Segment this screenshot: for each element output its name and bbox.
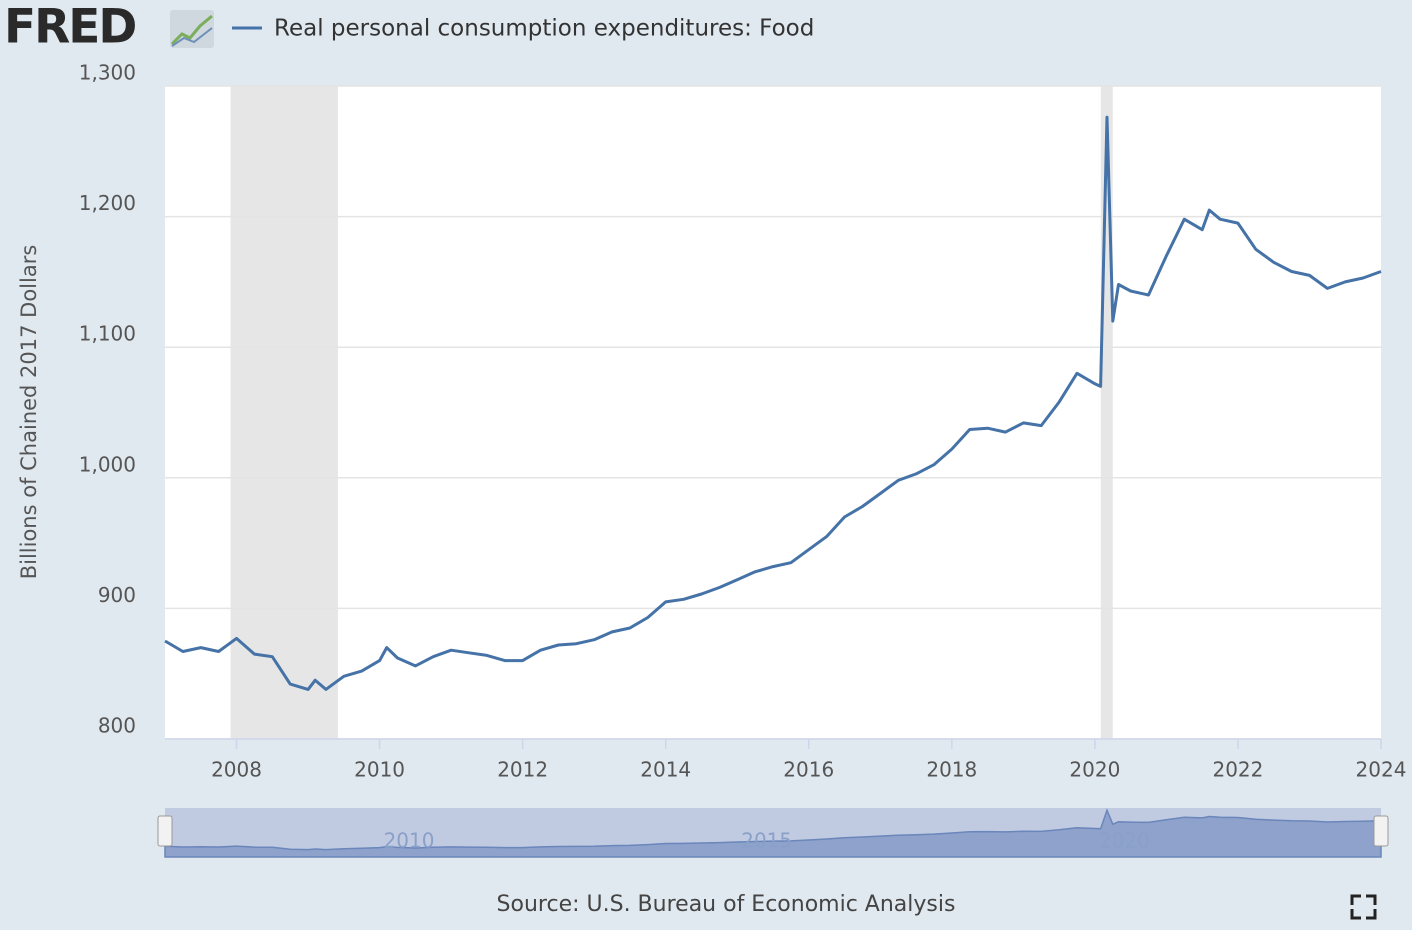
recession-band: [1100, 86, 1113, 739]
logo-icon: [170, 10, 214, 48]
y-axis-label: Billions of Chained 2017 Dollars: [17, 245, 41, 580]
legend-label: Real personal consumption expenditures: …: [274, 16, 814, 42]
y-tick-label: 1,300: [79, 61, 136, 85]
source: Source: U.S. Bureau of Economic Analysis: [497, 892, 956, 917]
y-tick-label: 1,000: [79, 452, 136, 476]
plot-area: [165, 86, 1381, 739]
recession-band: [230, 86, 338, 739]
navigator-tick-label: 2015: [741, 829, 792, 853]
x-tick-label: 2022: [1212, 758, 1263, 782]
navigator-tick-label: 2010: [384, 829, 435, 853]
x-tick-label: 2020: [1069, 758, 1120, 782]
navigator-tick-label: 2020: [1099, 829, 1150, 853]
y-tick-label: 1,100: [79, 322, 136, 346]
navigator-series: [164, 808, 1382, 858]
logo: FRED: [4, 0, 135, 55]
x-tick-label: 2024: [1356, 758, 1407, 782]
x-tick-label: 2008: [211, 758, 262, 782]
navigator-handle[interactable]: [157, 815, 173, 847]
fullscreen-icon[interactable]: [1350, 894, 1377, 920]
x-tick-label: 2010: [354, 758, 405, 782]
y-tick-label: 900: [98, 583, 136, 607]
x-tick-label: 2014: [640, 758, 691, 782]
navigator-handle[interactable]: [1373, 815, 1389, 847]
x-tick-label: 2012: [497, 758, 548, 782]
y-tick-label: 800: [98, 714, 136, 738]
x-tick-label: 2016: [783, 758, 834, 782]
series-line: [164, 115, 1382, 691]
x-tick-label: 2018: [926, 758, 977, 782]
y-tick-label: 1,200: [79, 191, 136, 215]
